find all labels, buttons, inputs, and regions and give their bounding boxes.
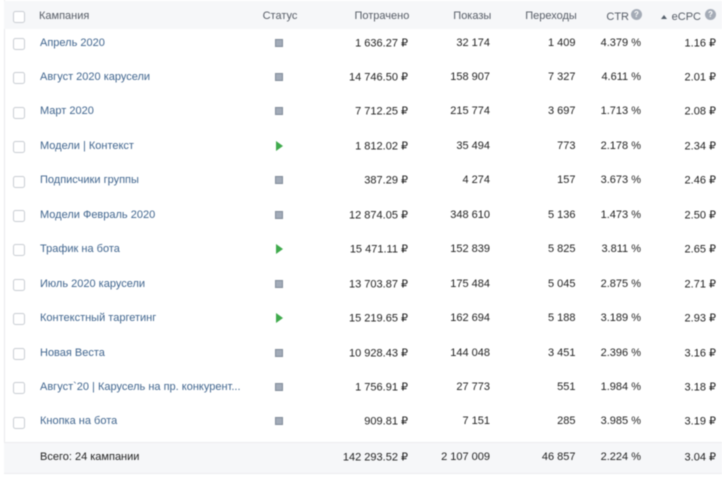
svg-text:?: ?	[708, 10, 713, 19]
svg-text:?: ?	[634, 10, 639, 19]
